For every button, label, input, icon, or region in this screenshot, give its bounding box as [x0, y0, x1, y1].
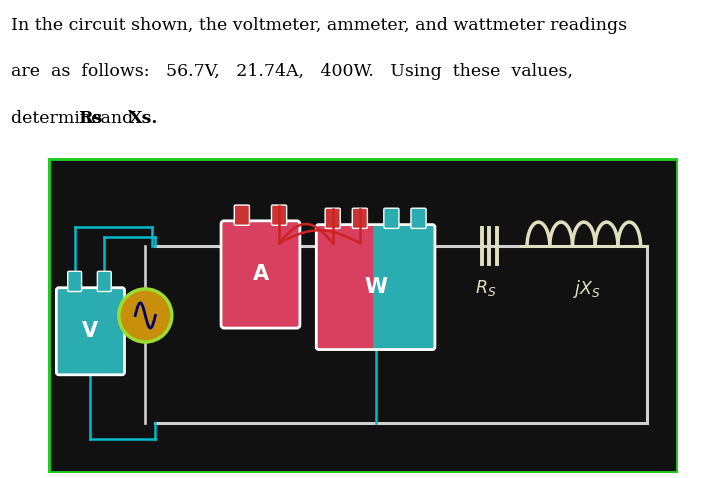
Text: Rs: Rs — [78, 110, 103, 127]
FancyBboxPatch shape — [373, 225, 435, 349]
Text: In the circuit shown, the voltmeter, ammeter, and wattmeter readings: In the circuit shown, the voltmeter, amm… — [11, 17, 627, 34]
FancyBboxPatch shape — [317, 225, 378, 349]
Text: are  as  follows:   56.7V,   21.74A,   400W.   Using  these  values,: are as follows: 56.7V, 21.74A, 400W. Usi… — [11, 63, 574, 80]
FancyBboxPatch shape — [384, 208, 399, 228]
FancyBboxPatch shape — [272, 205, 287, 225]
FancyBboxPatch shape — [325, 208, 340, 228]
Text: V: V — [82, 321, 99, 341]
Circle shape — [119, 289, 172, 342]
Text: $R_S$: $R_S$ — [476, 278, 497, 298]
Text: and: and — [95, 110, 139, 127]
FancyBboxPatch shape — [234, 205, 250, 225]
Text: determine: determine — [11, 110, 107, 127]
FancyBboxPatch shape — [97, 272, 111, 292]
Text: $jX_S$: $jX_S$ — [573, 278, 601, 300]
Text: Xs.: Xs. — [129, 110, 158, 127]
FancyBboxPatch shape — [68, 272, 81, 292]
FancyBboxPatch shape — [352, 208, 367, 228]
FancyBboxPatch shape — [411, 208, 426, 228]
Text: A: A — [253, 264, 269, 284]
Text: W: W — [364, 277, 387, 297]
FancyBboxPatch shape — [221, 221, 300, 328]
FancyBboxPatch shape — [57, 288, 124, 375]
